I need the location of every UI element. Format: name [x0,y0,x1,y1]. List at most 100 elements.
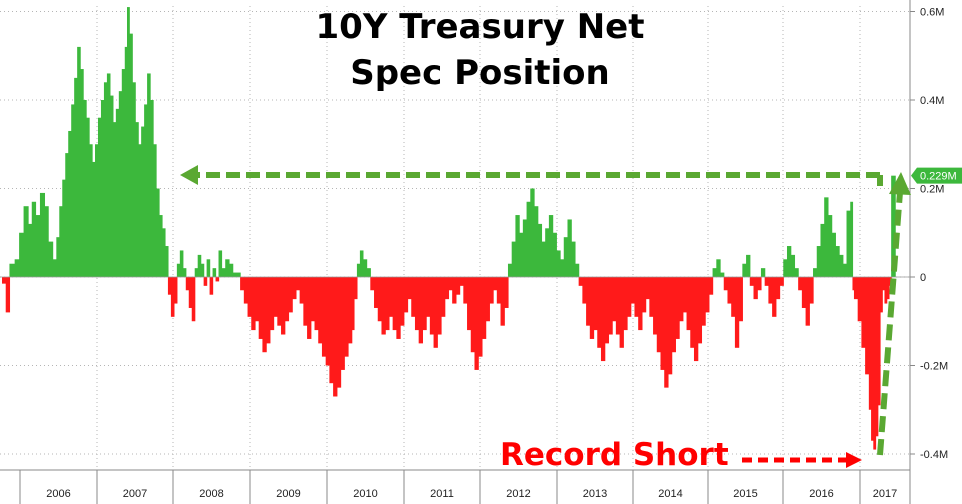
x-tick-label: 2011 [430,488,454,500]
bar [392,277,397,331]
bar [14,259,20,277]
bar [407,277,412,300]
bar [9,263,16,277]
title-line-1: 10Y Treasury Net [316,7,645,47]
bar [441,277,446,317]
x-tick-label: 2010 [353,488,377,500]
bar [831,232,836,277]
bar [240,277,245,291]
bar [444,277,450,300]
bar [746,254,751,278]
bar [414,277,420,331]
bar [209,277,214,295]
bar [757,277,762,291]
bar [816,246,822,277]
bar [247,277,252,317]
bar [266,277,271,344]
bar [374,277,379,308]
bar [567,219,572,277]
bar [262,277,267,353]
bar [697,277,703,344]
bar [5,277,11,313]
bar [307,277,312,339]
bar [115,108,120,277]
bar [701,277,706,326]
bar [437,277,442,335]
x-tick-label: 2007 [123,488,147,500]
bar [619,277,624,348]
bar [873,277,877,450]
bar [351,277,355,331]
bar [429,277,435,335]
bar [103,82,108,277]
bar [775,277,781,300]
bar [292,277,297,300]
bar [571,241,576,277]
bar [77,46,81,278]
bar [850,201,854,277]
bar [333,277,338,397]
bar [463,277,468,304]
bar [344,277,349,357]
bar [891,175,896,277]
bar [515,215,520,277]
bar [225,259,230,277]
bar [19,232,25,277]
bar [882,277,886,291]
bar [545,228,550,277]
bar [74,77,78,278]
bar [281,277,286,335]
bar [489,277,494,304]
bar [537,223,543,277]
bar [381,277,386,335]
bar [597,277,602,348]
y-tick-label: 0.2M [920,184,944,196]
bar [388,277,394,317]
bar [156,188,160,277]
bar [660,277,665,370]
bar [153,144,157,277]
bar [481,277,487,339]
title-line-2: Spec Position [350,53,610,93]
bar [645,277,650,300]
bar [731,277,736,317]
y-tick-label: 0.6M [920,7,944,19]
x-tick-label: 2012 [506,488,530,500]
bar [623,277,628,331]
bar [753,277,758,300]
bar [121,69,126,277]
bar [467,277,472,331]
bar [693,277,699,362]
bar [868,277,872,410]
bar [716,259,721,277]
bar [880,277,883,313]
bar [310,277,316,322]
bar [634,277,639,317]
bar [824,197,829,277]
bar [347,277,353,344]
bar [641,277,647,313]
bar [170,277,175,317]
bar [865,277,870,375]
bar [768,277,773,304]
bar [448,277,453,291]
bar [127,7,130,278]
bar [188,277,193,308]
bar [853,277,859,300]
bar [667,277,673,375]
bar [664,277,669,388]
bar [600,277,606,362]
bar [593,277,598,331]
bar [303,277,308,326]
last-value-label: 0.229M [920,171,957,183]
bar [686,277,691,331]
bar [59,206,63,277]
bars [2,7,896,450]
bar [548,215,554,277]
bar [786,246,792,277]
bar [353,277,358,300]
bar [232,272,241,277]
bar [530,188,535,277]
bar [194,268,199,277]
